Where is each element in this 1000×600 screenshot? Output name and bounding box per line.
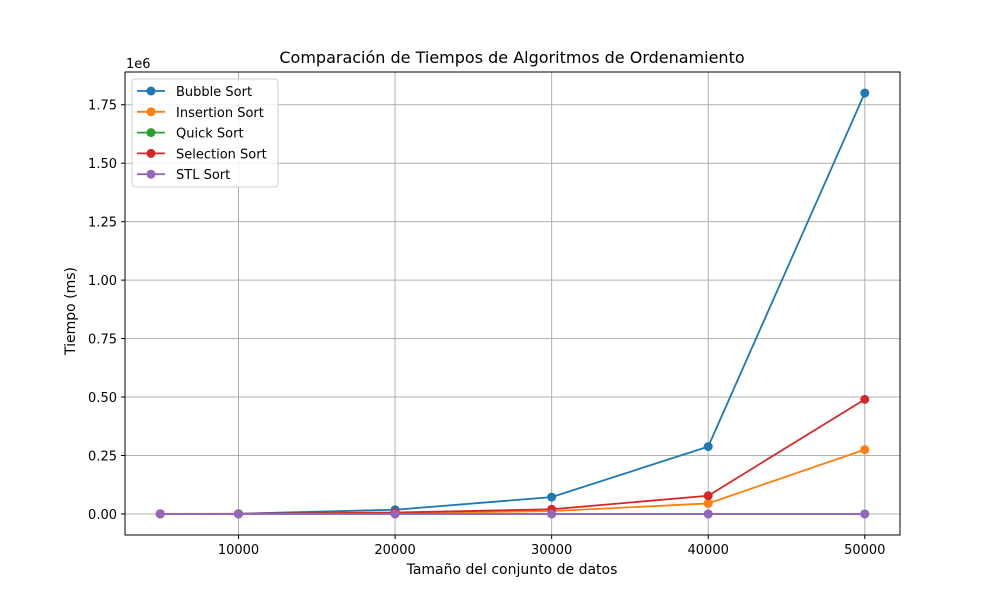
y-tick-label: 1.75 bbox=[88, 99, 117, 114]
data-point bbox=[860, 445, 870, 455]
data-point bbox=[547, 492, 557, 502]
legend-label: Bubble Sort bbox=[176, 85, 252, 100]
y-tick-label: 1.25 bbox=[88, 216, 117, 231]
legend-box bbox=[131, 78, 279, 188]
y-tick-label: 0.75 bbox=[88, 333, 117, 348]
y-tick-label: 0.25 bbox=[88, 449, 117, 464]
x-tick-label: 50000 bbox=[844, 543, 885, 558]
chart-title: Comparación de Tiempos de Algoritmos de … bbox=[279, 48, 744, 67]
legend: Bubble Sort Insertion Sort Quick Sort Selec… bbox=[131, 78, 279, 188]
series-stl-sort bbox=[155, 509, 870, 519]
data-point bbox=[860, 88, 870, 98]
legend-item: Selection Sort bbox=[137, 147, 267, 162]
data-point bbox=[703, 509, 713, 519]
x-axis-title: Tamaño del conjunto de datos bbox=[406, 562, 618, 578]
legend-marker bbox=[146, 86, 156, 96]
y-offset-label: 1e6 bbox=[126, 57, 151, 72]
x-tick-label: 40000 bbox=[688, 543, 729, 558]
axes: 10000 20000 30000 40000 50000 0.00 0.25 0.50 0.7… bbox=[88, 99, 885, 558]
legend-marker bbox=[146, 107, 156, 117]
grid bbox=[125, 72, 900, 535]
legend-marker bbox=[146, 128, 156, 138]
legend-marker bbox=[146, 148, 156, 158]
data-point bbox=[234, 509, 244, 519]
y-tick-label: 0.00 bbox=[88, 508, 117, 523]
series-layer bbox=[155, 88, 870, 519]
data-point bbox=[703, 442, 713, 452]
data-point bbox=[547, 509, 557, 519]
legend-item: Bubble Sort bbox=[137, 85, 252, 100]
data-point bbox=[155, 509, 165, 519]
data-point bbox=[860, 509, 870, 519]
plot-frame bbox=[124, 71, 901, 536]
legend-label: Quick Sort bbox=[176, 127, 244, 142]
x-tick-label: 10000 bbox=[218, 543, 259, 558]
legend-label: Selection Sort bbox=[176, 147, 267, 162]
y-tick-label: 1.50 bbox=[88, 157, 117, 172]
x-tick-label: 30000 bbox=[531, 543, 572, 558]
legend-item: STL Sort bbox=[137, 168, 230, 183]
data-point bbox=[860, 394, 870, 404]
y-tick-label: 1.00 bbox=[88, 274, 117, 289]
legend-item: Quick Sort bbox=[137, 127, 244, 142]
x-tick-label: 20000 bbox=[374, 543, 415, 558]
legend-marker bbox=[146, 169, 156, 179]
legend-label: STL Sort bbox=[176, 168, 230, 183]
legend-label: Insertion Sort bbox=[176, 106, 264, 121]
data-point bbox=[703, 491, 713, 501]
legend-item: Insertion Sort bbox=[137, 106, 264, 121]
data-point bbox=[390, 509, 400, 519]
y-tick-label: 0.50 bbox=[88, 391, 117, 406]
y-axis-title: Tiempo (ms) bbox=[63, 267, 79, 356]
data-point bbox=[703, 498, 713, 508]
